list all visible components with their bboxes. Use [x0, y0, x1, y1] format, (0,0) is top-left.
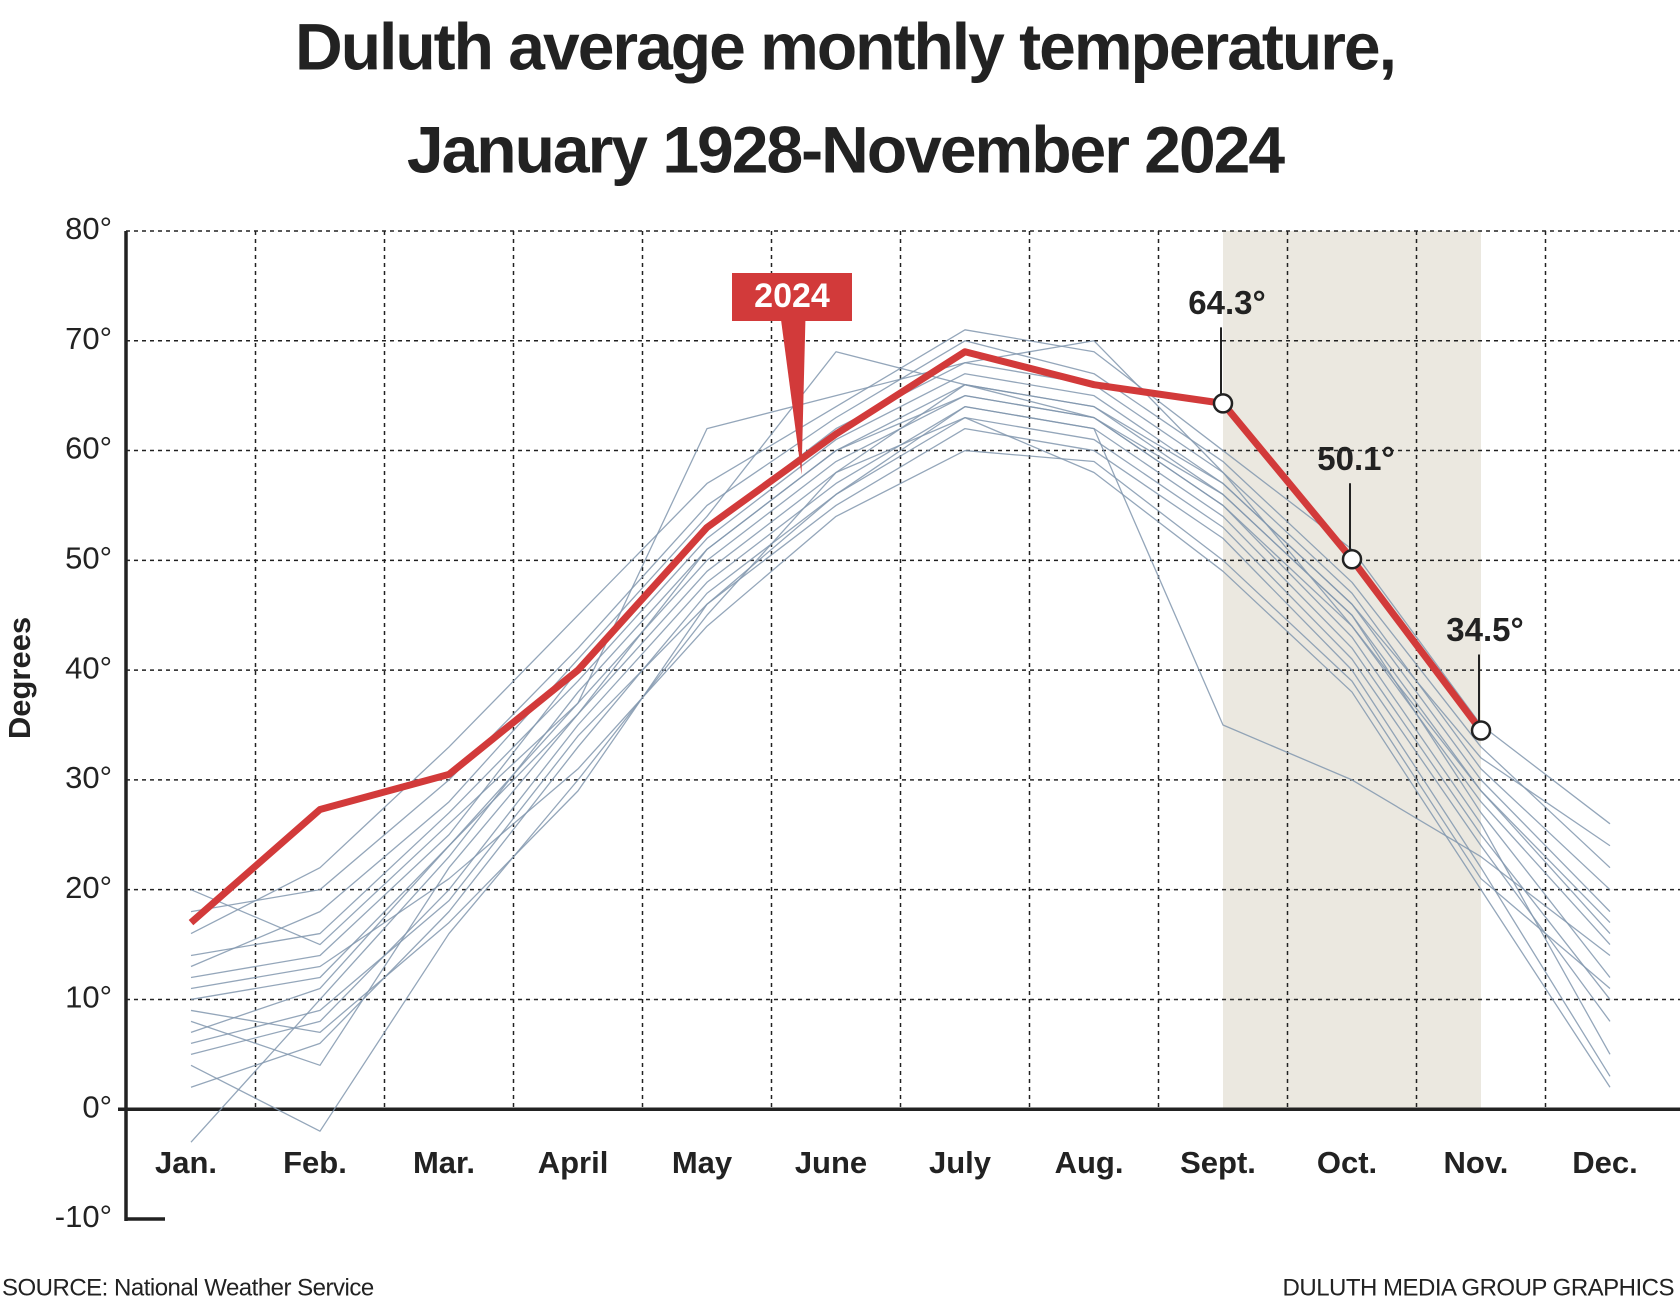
y-tick-label: 10° — [65, 980, 112, 1015]
y-tick-label: 20° — [65, 870, 112, 905]
x-tick-label: Nov. — [1444, 1145, 1509, 1180]
y-tick-label: 30° — [65, 760, 112, 795]
value-label: 50.1° — [1317, 440, 1394, 477]
series-tag — [732, 273, 852, 321]
point — [1341, 548, 1363, 570]
history-line — [190, 427, 1611, 1077]
point — [1470, 720, 1492, 741]
history-line — [190, 416, 1611, 1088]
x-tick-label: Aug. — [1055, 1145, 1124, 1180]
point — [1212, 393, 1234, 414]
y-tick-label: 0° — [82, 1089, 112, 1124]
chart-title: Duluth average monthly temperature, — [295, 9, 1395, 83]
x-tick-label: July — [929, 1145, 992, 1180]
chart-title: January 1928-November 2024 — [407, 112, 1286, 186]
y-tick-label: 80° — [65, 211, 112, 246]
y-tick-label: 40° — [65, 650, 112, 685]
series-tag-pointer — [778, 297, 806, 475]
x-tick-label: Mar. — [413, 1145, 475, 1180]
x-tick-label: April — [538, 1145, 609, 1180]
highlight-line — [188, 348, 1484, 926]
y-tick-label: 70° — [65, 321, 112, 356]
history-line — [190, 384, 1611, 1066]
x-tick-label: Feb. — [283, 1145, 347, 1180]
y-tick-label: -10° — [55, 1199, 112, 1234]
history-line — [190, 351, 1611, 968]
y-tick-label: 60° — [65, 431, 112, 466]
y-tick-label: 50° — [65, 541, 112, 576]
x-tick-label: May — [672, 1145, 733, 1180]
history-line — [190, 373, 1611, 957]
history-line — [190, 340, 1611, 946]
x-tick-label: Dec. — [1572, 1145, 1637, 1180]
history-line — [190, 384, 1611, 1143]
x-tick-label: Oct. — [1317, 1145, 1377, 1180]
history-line — [190, 449, 1611, 990]
value-label: 34.5° — [1446, 611, 1523, 648]
history-line — [190, 416, 1611, 1132]
series-name: 2024 — [754, 277, 830, 315]
y-axis-label: Degrees — [2, 617, 37, 739]
x-tick-label: June — [795, 1145, 867, 1180]
value-label: 64.3° — [1188, 284, 1265, 321]
x-tick-label: Sept. — [1180, 1145, 1256, 1180]
history-line — [190, 395, 1611, 1033]
x-tick-label: Jan. — [155, 1145, 217, 1180]
source: SOURCE: National Weather Service — [2, 1274, 374, 1301]
history-line — [190, 405, 1611, 1034]
credit: DULUTH MEDIA GROUP GRAPHICS — [1283, 1274, 1674, 1301]
